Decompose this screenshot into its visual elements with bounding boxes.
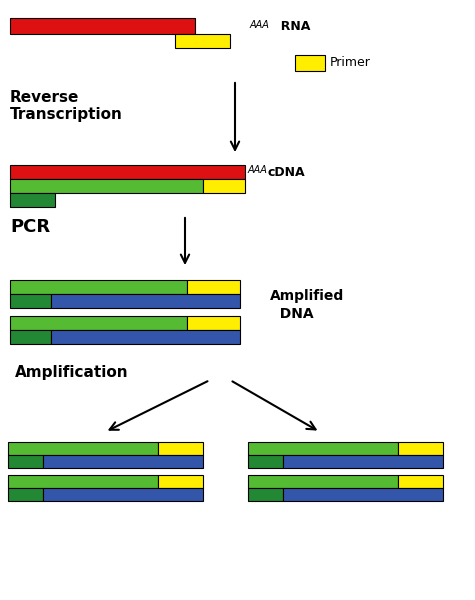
Bar <box>283 488 443 501</box>
Bar <box>10 18 195 34</box>
Bar <box>283 455 443 468</box>
Text: Amplified
  DNA: Amplified DNA <box>270 289 344 320</box>
Text: AAA: AAA <box>250 20 270 30</box>
Text: cDNA: cDNA <box>267 166 304 179</box>
Bar <box>8 475 158 488</box>
Text: Primer: Primer <box>330 56 371 70</box>
Bar <box>10 179 203 193</box>
Bar <box>187 316 240 330</box>
Bar <box>51 330 240 344</box>
Bar <box>43 455 203 468</box>
Bar <box>248 488 283 501</box>
Bar <box>248 475 398 488</box>
Bar <box>51 294 240 308</box>
Bar <box>398 442 443 455</box>
Text: Reverse
Transcription: Reverse Transcription <box>10 90 123 122</box>
Bar <box>248 442 398 455</box>
Text: Amplification: Amplification <box>15 365 129 380</box>
Text: AAA: AAA <box>248 165 268 175</box>
Text: PCR: PCR <box>10 218 50 236</box>
Bar <box>8 455 43 468</box>
Bar <box>10 316 187 330</box>
Bar <box>10 280 187 294</box>
Bar <box>8 442 158 455</box>
Bar <box>10 193 55 207</box>
Bar <box>10 294 51 308</box>
Bar <box>158 475 203 488</box>
Bar <box>203 179 245 193</box>
Bar <box>43 488 203 501</box>
Bar <box>248 455 283 468</box>
Bar <box>158 442 203 455</box>
Bar <box>187 280 240 294</box>
Bar <box>398 475 443 488</box>
Bar <box>295 55 325 71</box>
Bar <box>8 488 43 501</box>
Text: RNA: RNA <box>272 19 310 32</box>
Bar <box>10 330 51 344</box>
Bar <box>10 165 245 179</box>
Bar <box>175 34 230 48</box>
